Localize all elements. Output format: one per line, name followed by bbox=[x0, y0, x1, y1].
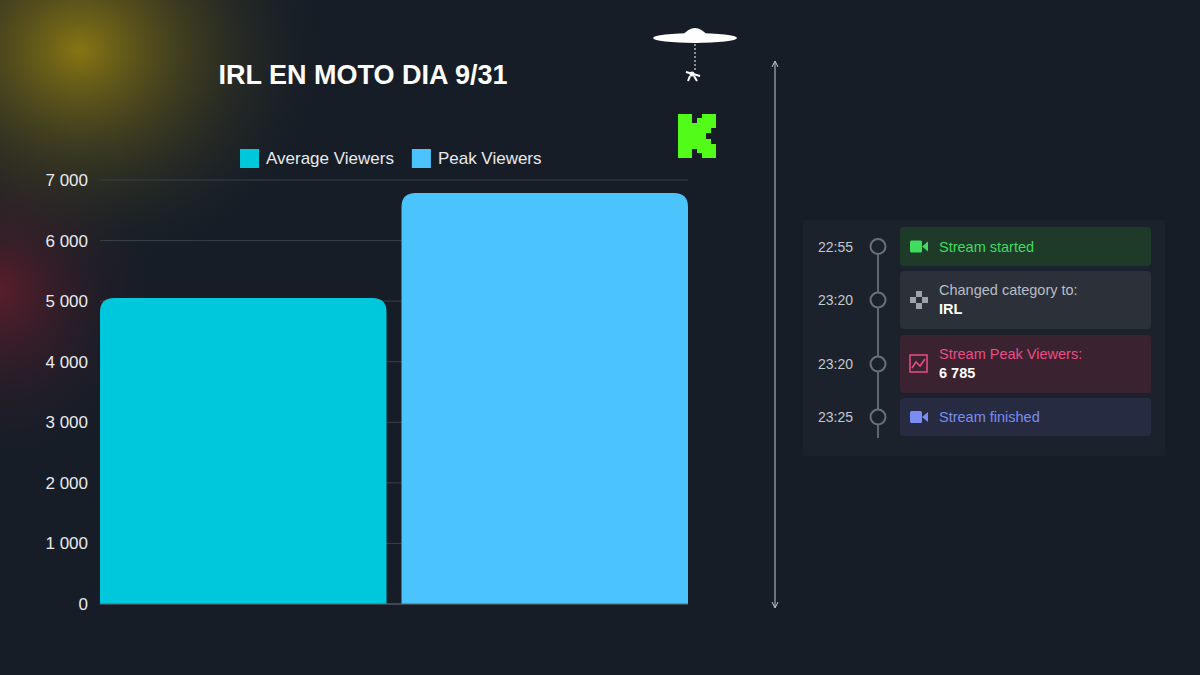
timeline-label: Stream started bbox=[939, 239, 1034, 255]
timeline-bg bbox=[803, 220, 1165, 456]
timeline-time: 23:25 bbox=[818, 409, 853, 425]
x-axis-line bbox=[100, 604, 688, 605]
ufo-person bbox=[686, 72, 700, 81]
y-tick-label: 1 000 bbox=[45, 534, 88, 553]
legend-swatch bbox=[240, 149, 259, 168]
timeline-item bbox=[900, 335, 1151, 393]
icon bbox=[910, 355, 927, 372]
timeline-dot bbox=[871, 293, 886, 308]
legend-label: Peak Viewers bbox=[438, 149, 542, 168]
chart-title: IRL EN MOTO DIA 9/31 bbox=[218, 60, 507, 90]
divider-arrow bbox=[772, 602, 778, 608]
timeline-dot bbox=[871, 357, 886, 372]
y-tick-label: 0 bbox=[79, 595, 88, 614]
grid-line bbox=[100, 180, 688, 181]
y-tick-label: 2 000 bbox=[45, 474, 88, 493]
timeline-label: Stream Peak Viewers: bbox=[939, 346, 1082, 362]
y-tick-label: 5 000 bbox=[45, 292, 88, 311]
bars bbox=[100, 193, 688, 604]
timeline-detail: IRL bbox=[939, 301, 963, 317]
ufo-icon bbox=[653, 28, 737, 81]
timeline-panel: 22:55 Stream started 23:20 Changed category… bbox=[803, 220, 1165, 456]
icon bbox=[916, 291, 922, 297]
icon bbox=[922, 297, 928, 303]
chart-root: IRL EN MOTO DIA 9/31 0 1 000 2 000 3 000 4 00… bbox=[0, 0, 1200, 675]
timeline-dot bbox=[871, 410, 886, 425]
timeline-detail: 6 785 bbox=[939, 365, 975, 381]
icon bbox=[922, 242, 928, 252]
timeline-label: Stream finished bbox=[939, 409, 1040, 425]
icon bbox=[910, 241, 922, 253]
legend: Average Viewers Peak Viewers bbox=[240, 149, 542, 168]
icon bbox=[916, 303, 922, 309]
timeline-dot bbox=[871, 239, 886, 254]
divider-arrow bbox=[772, 61, 778, 67]
icon bbox=[912, 359, 925, 368]
y-tick-label: 3 000 bbox=[45, 413, 88, 432]
grid-line bbox=[100, 604, 688, 605]
ufo-dome bbox=[682, 28, 708, 36]
timeline-label: Changed category to: bbox=[939, 282, 1078, 298]
icon bbox=[922, 412, 928, 422]
divider bbox=[775, 62, 776, 607]
timeline-time: 22:55 bbox=[818, 239, 853, 255]
y-tick-label: 7 000 bbox=[45, 171, 88, 190]
timeline-time: 23:20 bbox=[818, 292, 853, 308]
legend-label: Average Viewers bbox=[266, 149, 394, 168]
y-tick-label: 6 000 bbox=[45, 232, 88, 251]
y-tick-label: 4 000 bbox=[45, 353, 88, 372]
background-glow bbox=[0, 0, 340, 280]
icon bbox=[910, 297, 916, 303]
icon bbox=[910, 411, 922, 423]
timeline-item bbox=[900, 271, 1151, 329]
legend-swatch bbox=[412, 149, 431, 168]
bar bbox=[402, 193, 689, 604]
kick-logo bbox=[678, 114, 716, 158]
ufo-beam bbox=[695, 44, 696, 70]
bar bbox=[100, 298, 387, 604]
grid bbox=[100, 180, 688, 604]
timeline-item bbox=[900, 398, 1151, 436]
timeline-time: 23:20 bbox=[818, 356, 853, 372]
timeline-item bbox=[900, 227, 1151, 266]
